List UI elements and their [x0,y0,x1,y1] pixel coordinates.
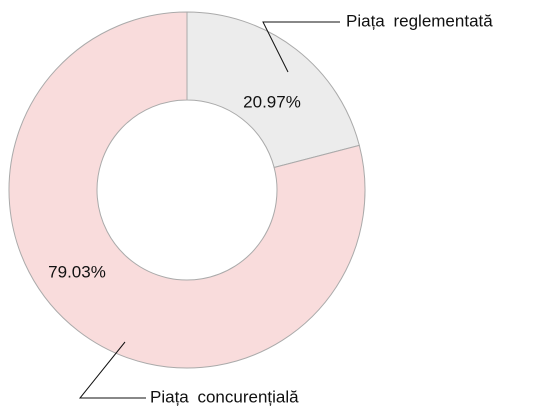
value-label: 79.03% [48,262,106,281]
value-label: 20.97% [243,92,301,111]
leader-line [78,341,146,399]
category-label: Piața concurențială [150,387,299,406]
category-label: Piața reglementată [346,11,493,30]
slice [8,11,366,369]
slice [186,11,360,169]
leader-line [262,21,340,73]
